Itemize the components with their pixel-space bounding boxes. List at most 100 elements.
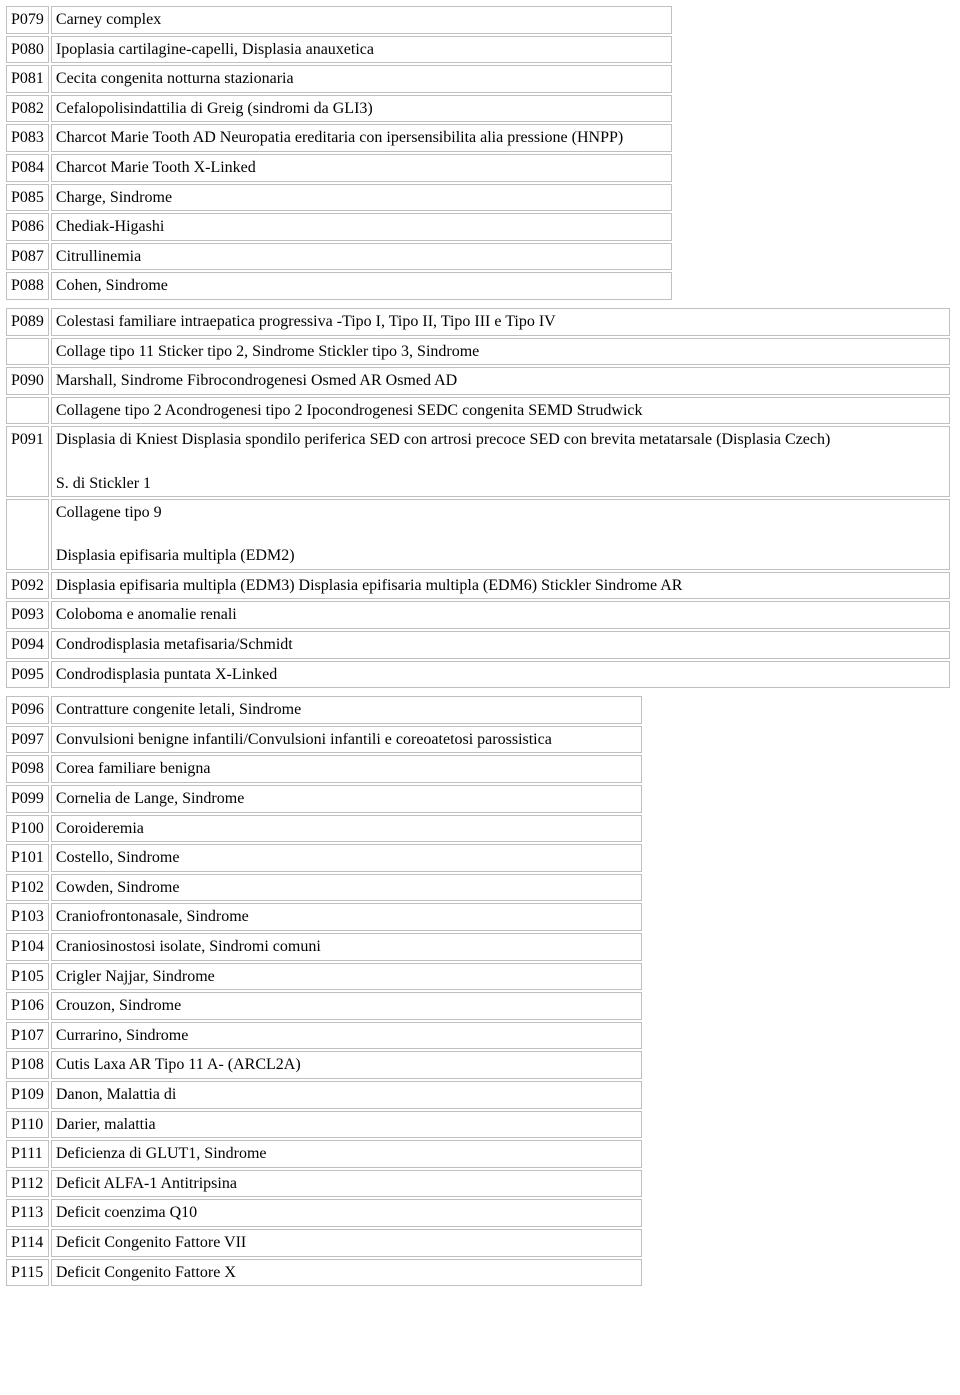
- code-cell: P088: [6, 272, 49, 300]
- table-row: P113Deficit coenzima Q10: [6, 1199, 642, 1227]
- code-cell: P115: [6, 1259, 49, 1287]
- code-cell: P083: [6, 124, 49, 152]
- description-cell: Danon, Malattia di: [51, 1081, 642, 1109]
- description-cell: Cecita congenita notturna stazionaria: [51, 65, 672, 93]
- code-cell: P114: [6, 1229, 49, 1257]
- description-cell: Carney complex: [51, 6, 672, 34]
- table-row: P082Cefalopolisindattilia di Greig (sind…: [6, 95, 672, 123]
- table-row: Collagene tipo 9Displasia epifisaria mul…: [6, 499, 950, 570]
- description-cell: Convulsioni benigne infantili/Convulsion…: [51, 726, 642, 754]
- description-cell: Darier, malattia: [51, 1111, 642, 1139]
- description-cell: Charge, Sindrome: [51, 184, 672, 212]
- code-cell: P096: [6, 696, 49, 724]
- code-cell: P084: [6, 154, 49, 182]
- code-cell: P106: [6, 992, 49, 1020]
- table-row: P096Contratture congenite letali, Sindro…: [6, 696, 642, 724]
- description-cell: Crigler Najjar, Sindrome: [51, 963, 642, 991]
- code-cell: P101: [6, 844, 49, 872]
- data-table-2: P089Colestasi familiare intraepatica pro…: [4, 306, 952, 690]
- table-row: P100Coroideremia: [6, 815, 642, 843]
- description-cell: Corea familiare benigna: [51, 755, 642, 783]
- table-row: P115Deficit Congenito Fattore X: [6, 1259, 642, 1287]
- description-cell: Deficit ALFA-1 Antitripsina: [51, 1170, 642, 1198]
- description-cell: Charcot Marie Tooth X-Linked: [51, 154, 672, 182]
- table-row: Collage tipo 11 Sticker tipo 2, Sindrome…: [6, 338, 950, 366]
- table-row: P086Chediak-Higashi: [6, 213, 672, 241]
- table-row: P102Cowden, Sindrome: [6, 874, 642, 902]
- code-cell: P112: [6, 1170, 49, 1198]
- table-row: P109Danon, Malattia di: [6, 1081, 642, 1109]
- description-cell: Ipoplasia cartilagine-capelli, Displasia…: [51, 36, 672, 64]
- description-cell: Displasia epifisaria multipla (EDM3) Dis…: [51, 572, 950, 600]
- description-cell: Cutis Laxa AR Tipo 11 A- (ARCL2A): [51, 1051, 642, 1079]
- table-row: P111Deficienza di GLUT1, Sindrome: [6, 1140, 642, 1168]
- data-table-3: P096Contratture congenite letali, Sindro…: [4, 694, 644, 1288]
- code-cell: P081: [6, 65, 49, 93]
- code-cell: P090: [6, 367, 49, 395]
- description-cell: Charcot Marie Tooth AD Neuropatia eredit…: [51, 124, 672, 152]
- table-row: P087Citrullinemia: [6, 243, 672, 271]
- table-row: P091Displasia di Kniest Displasia spondi…: [6, 426, 950, 497]
- table-row: P084Charcot Marie Tooth X-Linked: [6, 154, 672, 182]
- description-cell: Costello, Sindrome: [51, 844, 642, 872]
- description-cell: Deficit coenzima Q10: [51, 1199, 642, 1227]
- code-cell: P098: [6, 755, 49, 783]
- description-cell: Cefalopolisindattilia di Greig (sindromi…: [51, 95, 672, 123]
- description-cell: Cornelia de Lange, Sindrome: [51, 785, 642, 813]
- table-row: P093Coloboma e anomalie renali: [6, 601, 950, 629]
- description-cell: Cowden, Sindrome: [51, 874, 642, 902]
- code-cell: P107: [6, 1022, 49, 1050]
- code-cell: P104: [6, 933, 49, 961]
- code-cell: P085: [6, 184, 49, 212]
- code-cell: P079: [6, 6, 49, 34]
- code-cell: P086: [6, 213, 49, 241]
- description-cell: Deficienza di GLUT1, Sindrome: [51, 1140, 642, 1168]
- description-cell: Displasia di Kniest Displasia spondilo p…: [51, 426, 950, 497]
- code-cell: P091: [6, 426, 49, 497]
- table-row: P089Colestasi familiare intraepatica pro…: [6, 308, 950, 336]
- code-cell: P105: [6, 963, 49, 991]
- table-row: P081Cecita congenita notturna stazionari…: [6, 65, 672, 93]
- code-cell: P110: [6, 1111, 49, 1139]
- description-cell: Collage tipo 11 Sticker tipo 2, Sindrome…: [51, 338, 950, 366]
- code-cell: [6, 397, 49, 425]
- code-cell: P095: [6, 661, 49, 689]
- code-cell: P094: [6, 631, 49, 659]
- table-row: P083Charcot Marie Tooth AD Neuropatia er…: [6, 124, 672, 152]
- table-row: Collagene tipo 2 Acondrogenesi tipo 2 Ip…: [6, 397, 950, 425]
- description-cell: Collagene tipo 2 Acondrogenesi tipo 2 Ip…: [51, 397, 950, 425]
- table-row: P106Crouzon, Sindrome: [6, 992, 642, 1020]
- description-cell: Citrullinemia: [51, 243, 672, 271]
- description-cell: Deficit Congenito Fattore X: [51, 1259, 642, 1287]
- table-row: P108Cutis Laxa AR Tipo 11 A- (ARCL2A): [6, 1051, 642, 1079]
- code-cell: P109: [6, 1081, 49, 1109]
- table-row: P105Crigler Najjar, Sindrome: [6, 963, 642, 991]
- code-cell: P103: [6, 903, 49, 931]
- table-row: P097Convulsioni benigne infantili/Convul…: [6, 726, 642, 754]
- code-cell: P082: [6, 95, 49, 123]
- description-cell: Condrodisplasia metafisaria/Schmidt: [51, 631, 950, 659]
- table-row: P104Craniosinostosi isolate, Sindromi co…: [6, 933, 642, 961]
- table-row: P085Charge, Sindrome: [6, 184, 672, 212]
- code-cell: P113: [6, 1199, 49, 1227]
- code-cell: P097: [6, 726, 49, 754]
- table-row: P080Ipoplasia cartilagine-capelli, Displ…: [6, 36, 672, 64]
- description-cell: Craniosinostosi isolate, Sindromi comuni: [51, 933, 642, 961]
- code-cell: P080: [6, 36, 49, 64]
- code-cell: P111: [6, 1140, 49, 1168]
- data-table-1: P079Carney complexP080Ipoplasia cartilag…: [4, 4, 674, 302]
- description-cell: Condrodisplasia puntata X-Linked: [51, 661, 950, 689]
- description-cell: Deficit Congenito Fattore VII: [51, 1229, 642, 1257]
- code-cell: P093: [6, 601, 49, 629]
- description-cell: Coloboma e anomalie renali: [51, 601, 950, 629]
- table-row: P110Darier, malattia: [6, 1111, 642, 1139]
- table-row: P095Condrodisplasia puntata X-Linked: [6, 661, 950, 689]
- code-cell: P102: [6, 874, 49, 902]
- table-row: P079Carney complex: [6, 6, 672, 34]
- code-cell: P108: [6, 1051, 49, 1079]
- table-row: P107Currarino, Sindrome: [6, 1022, 642, 1050]
- code-cell: [6, 338, 49, 366]
- table-row: P101Costello, Sindrome: [6, 844, 642, 872]
- description-cell: Marshall, Sindrome Fibrocondrogenesi Osm…: [51, 367, 950, 395]
- description-cell: Contratture congenite letali, Sindrome: [51, 696, 642, 724]
